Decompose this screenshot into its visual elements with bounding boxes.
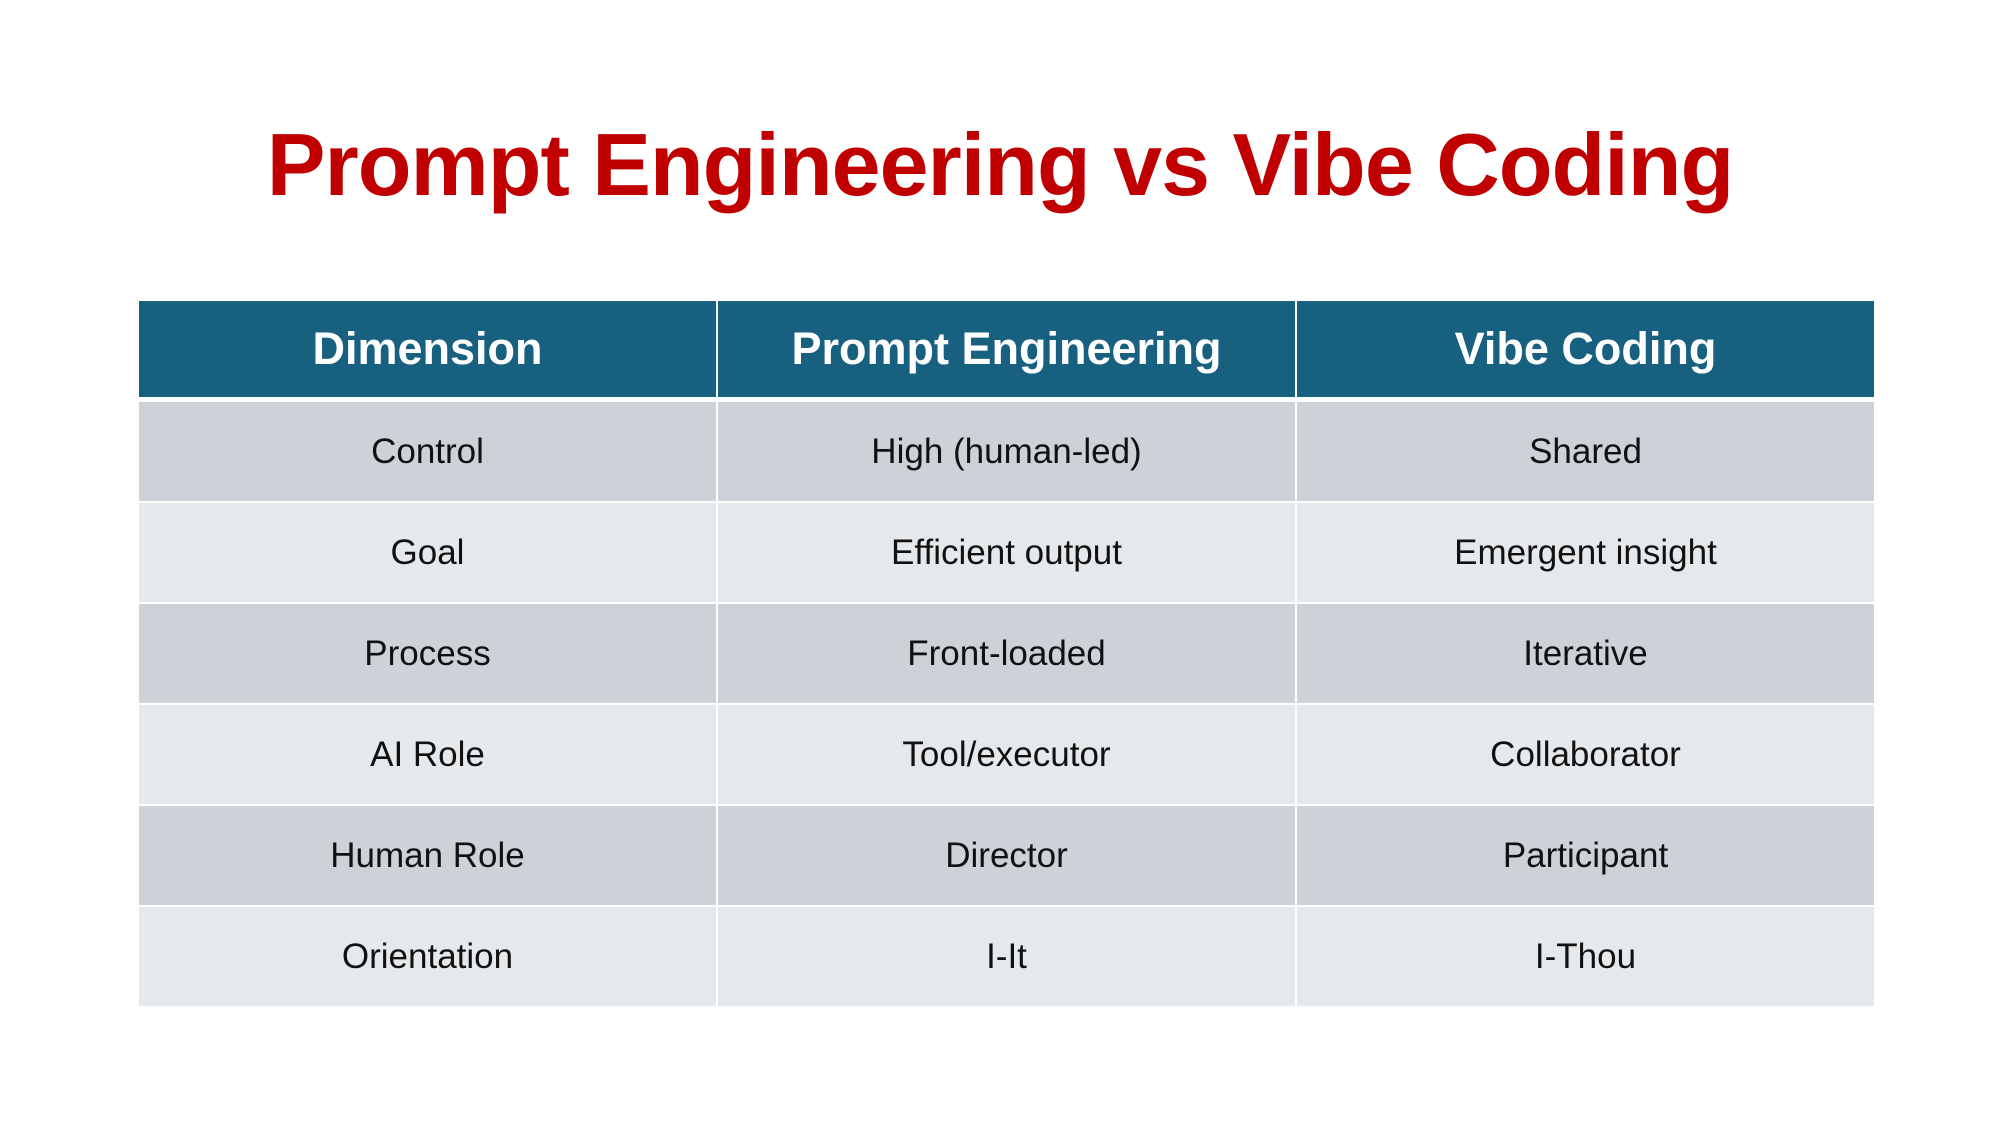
cell-dimension: Human Role bbox=[139, 805, 718, 907]
cell-prompt-engineering: Efficient output bbox=[717, 502, 1297, 604]
cell-dimension: AI Role bbox=[139, 704, 718, 806]
table-row: Process Front-loaded Iterative bbox=[139, 603, 1874, 705]
cell-vibe-coding: Collaborator bbox=[1296, 704, 1874, 806]
cell-prompt-engineering: Tool/executor bbox=[717, 704, 1297, 806]
cell-prompt-engineering: High (human-led) bbox=[717, 399, 1297, 503]
table-row: Control High (human-led) Shared bbox=[139, 399, 1874, 503]
cell-vibe-coding: Shared bbox=[1296, 399, 1874, 503]
cell-vibe-coding: Emergent insight bbox=[1296, 502, 1874, 604]
comparison-table: Dimension Prompt Engineering Vibe Coding… bbox=[139, 301, 1874, 1006]
cell-prompt-engineering: Director bbox=[717, 805, 1297, 907]
table-row: Human Role Director Participant bbox=[139, 805, 1874, 907]
cell-dimension: Goal bbox=[139, 502, 718, 604]
cell-vibe-coding: Participant bbox=[1296, 805, 1874, 907]
table-row: Orientation I-It I-Thou bbox=[139, 906, 1874, 1006]
cell-dimension: Orientation bbox=[139, 906, 718, 1006]
header-vibe-coding: Vibe Coding bbox=[1296, 301, 1874, 402]
cell-prompt-engineering: Front-loaded bbox=[717, 603, 1297, 705]
cell-prompt-engineering: I-It bbox=[717, 906, 1297, 1006]
table-row: AI Role Tool/executor Collaborator bbox=[139, 704, 1874, 806]
table-row: Goal Efficient output Emergent insight bbox=[139, 502, 1874, 604]
table-header-row: Dimension Prompt Engineering Vibe Coding bbox=[139, 301, 1874, 402]
cell-dimension: Control bbox=[139, 399, 718, 503]
header-prompt-engineering: Prompt Engineering bbox=[717, 301, 1297, 402]
comparison-table-container: Dimension Prompt Engineering Vibe Coding… bbox=[139, 301, 1874, 1006]
cell-dimension: Process bbox=[139, 603, 718, 705]
cell-vibe-coding: Iterative bbox=[1296, 603, 1874, 705]
header-dimension: Dimension bbox=[139, 301, 718, 402]
cell-vibe-coding: I-Thou bbox=[1296, 906, 1874, 1006]
slide-title: Prompt Engineering vs Vibe Coding bbox=[266, 115, 1734, 214]
